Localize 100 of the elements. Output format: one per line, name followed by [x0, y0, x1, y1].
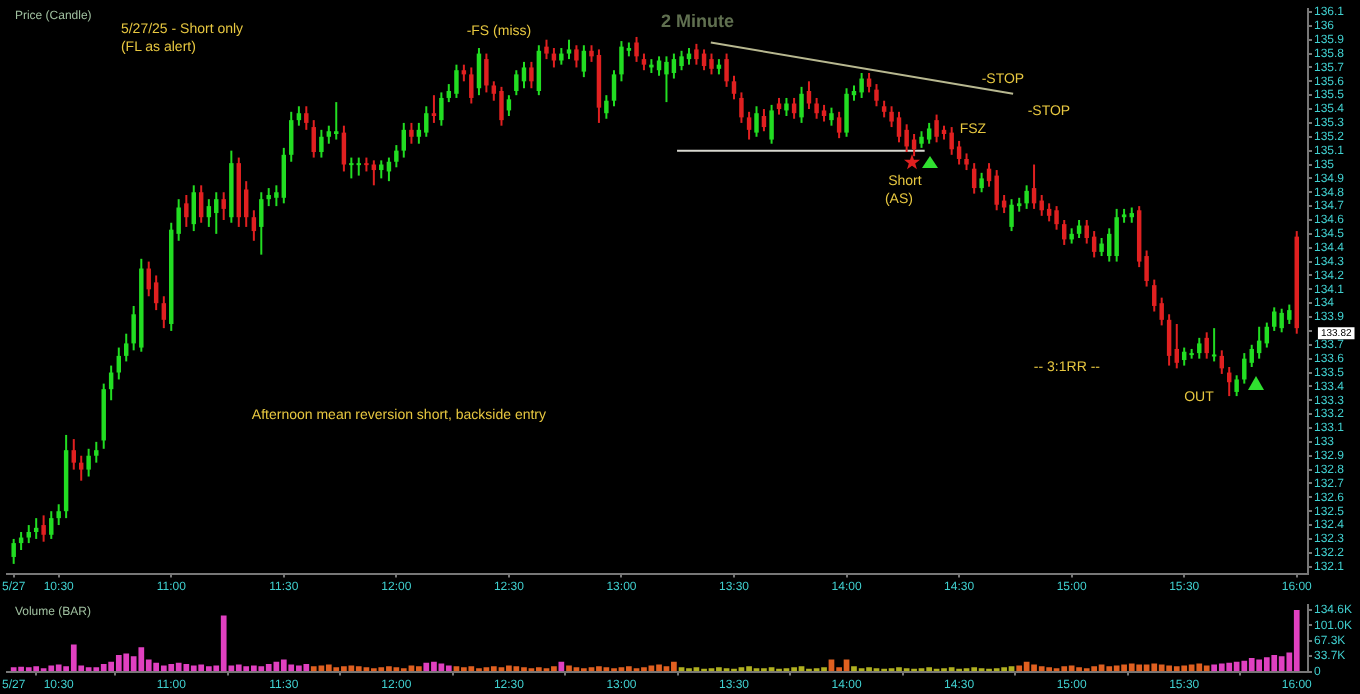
candlestick: [619, 40, 624, 83]
candlestick: [506, 94, 512, 117]
bar: [1128, 663, 1135, 672]
candlestick: [41, 514, 46, 543]
bar: [1293, 610, 1300, 672]
bar: [55, 664, 62, 672]
candlestick: [94, 440, 99, 464]
candlestick: [431, 94, 437, 124]
candlestick: [844, 87, 849, 138]
candlestick: [1024, 184, 1029, 210]
candlestick: [1009, 198, 1014, 233]
candlestick: [604, 94, 609, 120]
bar: [851, 666, 857, 672]
candlestick: [259, 191, 264, 256]
candlestick: [1197, 336, 1202, 360]
bar: [1196, 663, 1203, 672]
candlestick: [289, 110, 294, 163]
candlestick: [266, 187, 271, 208]
candlestick: [994, 169, 999, 212]
bar: [1218, 663, 1225, 672]
candlestick: [1204, 331, 1209, 360]
candlestick: [904, 123, 909, 154]
bar: [198, 664, 205, 672]
bar: [1106, 666, 1113, 672]
candlestick: [836, 110, 842, 140]
bar: [828, 659, 835, 672]
candlestick: [746, 110, 752, 141]
bar: [1031, 664, 1037, 672]
bar: [566, 665, 572, 672]
bar: [123, 653, 130, 672]
bar: [310, 666, 317, 672]
candlestick: [949, 126, 954, 156]
candlestick: [394, 144, 399, 169]
bar: [596, 666, 602, 672]
candlestick: [49, 510, 54, 540]
candlestick: [671, 52, 677, 80]
candlestick: [198, 184, 204, 224]
candlestick: [409, 121, 414, 145]
bar: [1158, 664, 1165, 672]
bar: [1151, 663, 1158, 672]
bar: [355, 666, 362, 672]
bar: [1061, 666, 1068, 672]
bar: [1278, 656, 1285, 672]
candlestick: [731, 74, 737, 101]
bar: [205, 666, 212, 672]
candlestick: [1279, 307, 1284, 334]
candlestick: [341, 124, 347, 173]
candlestick: [206, 198, 212, 228]
bar: [1203, 665, 1210, 672]
candlestick: [1084, 218, 1089, 245]
candlestick: [611, 69, 617, 108]
bar: [303, 664, 310, 672]
bar: [671, 661, 677, 672]
candlestick: [896, 110, 902, 144]
bar: [1038, 666, 1045, 672]
bar: [746, 666, 752, 672]
bar: [258, 666, 265, 672]
bar: [1068, 665, 1075, 672]
candlestick: [124, 332, 129, 363]
candlestick: [184, 194, 189, 228]
bar: [513, 666, 520, 672]
bar: [265, 664, 272, 672]
bar: [1091, 666, 1098, 672]
candlestick: [664, 55, 669, 104]
bar: [648, 665, 655, 672]
bar: [1256, 659, 1263, 672]
candlestick: [153, 274, 159, 312]
candlestick: [334, 101, 339, 141]
candlestick: [469, 66, 474, 105]
candlestick: [221, 191, 226, 221]
candlestick: [161, 295, 167, 330]
candlestick: [326, 124, 332, 145]
bar: [1263, 657, 1270, 672]
candlestick: [799, 85, 804, 124]
candlestick: [956, 139, 962, 166]
candlestick: [1099, 237, 1104, 258]
candlestick: [484, 52, 489, 94]
candlestick: [416, 121, 422, 145]
candlestick: [26, 524, 31, 545]
candlestick: [56, 503, 61, 527]
bar: [1233, 661, 1240, 672]
candlestick: [694, 42, 699, 66]
candlestick: [769, 103, 774, 145]
candlestick: [566, 38, 572, 61]
candlestick: [544, 38, 549, 61]
candlestick: [1039, 194, 1044, 217]
candlestick: [349, 156, 354, 180]
bar: [220, 615, 227, 672]
bar: [1136, 664, 1143, 672]
bar: [1241, 660, 1248, 672]
bar: [318, 665, 325, 672]
bar: [445, 665, 452, 672]
candlestick: [281, 146, 287, 205]
candlestick: [11, 537, 16, 565]
candlestick: [724, 52, 729, 88]
bar: [115, 654, 122, 672]
candlestick: [521, 60, 527, 90]
candlestick: [1054, 205, 1059, 231]
candlestick: [86, 447, 91, 478]
bar: [1181, 665, 1188, 672]
